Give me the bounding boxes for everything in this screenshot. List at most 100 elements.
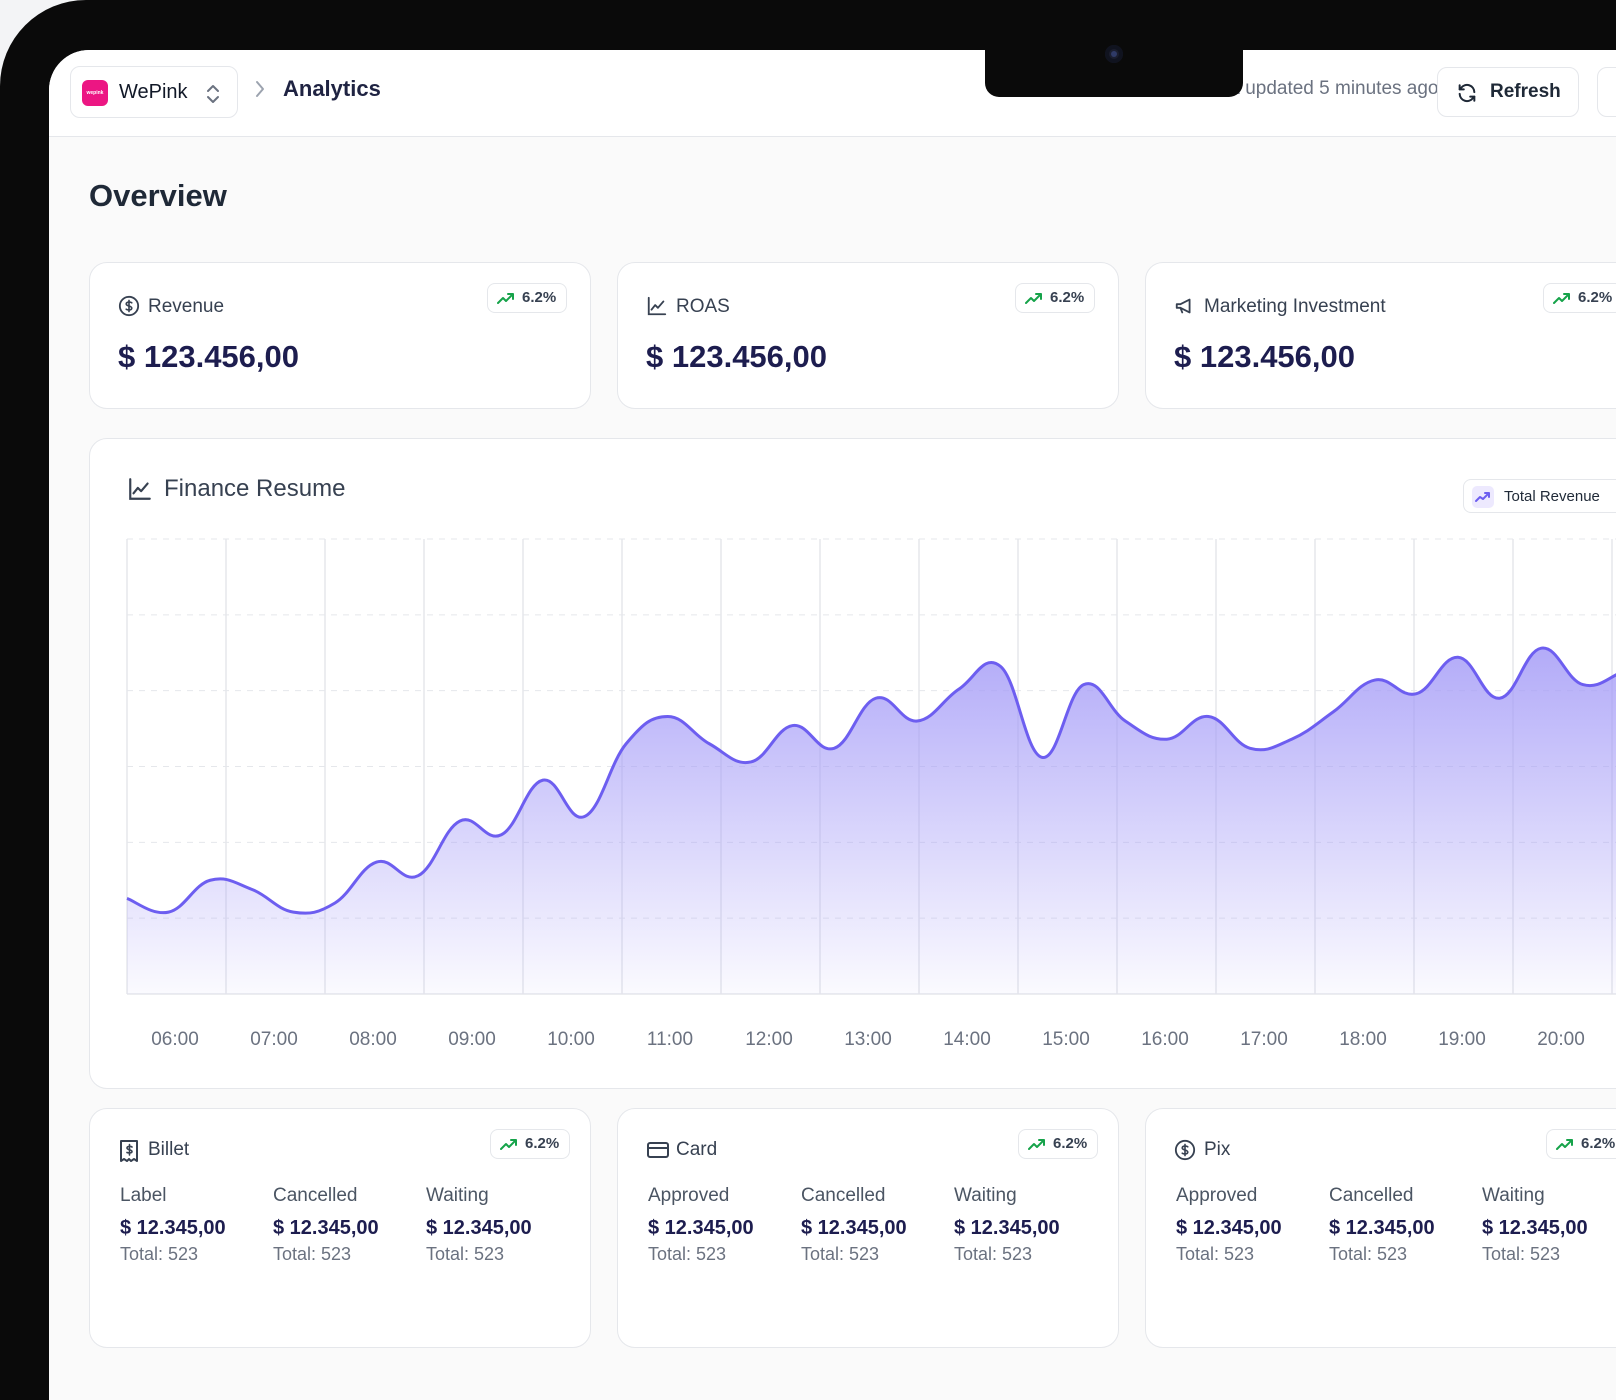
x-tick-label: 13:00: [844, 1029, 892, 1050]
stat-total: Total: 523: [273, 1244, 352, 1264]
trend-badge: 6.2%: [490, 1129, 571, 1159]
trend-up-icon: [1556, 1139, 1573, 1150]
trend-up-icon: [500, 1139, 517, 1150]
chart-title: Finance Resume: [164, 475, 346, 502]
trend-up-icon: [1028, 1139, 1045, 1150]
stat-total: Total: 523: [648, 1244, 727, 1264]
trend-badge-value: 6.2%: [1050, 289, 1085, 306]
x-tick-label: 08:00: [349, 1029, 397, 1050]
stat-amount: $ 12.345,00: [1329, 1217, 1435, 1239]
x-tick-label: 19:00: [1438, 1029, 1486, 1050]
page-title: Overview: [89, 178, 227, 213]
revenue-series-line: [126, 646, 1616, 915]
stat-label: Cancelled: [273, 1185, 358, 1206]
trend-up-icon: [1553, 293, 1570, 304]
x-tick-label: 17:00: [1240, 1029, 1288, 1050]
x-tick-label: 14:00: [943, 1029, 991, 1050]
x-tick-label: 07:00: [250, 1029, 298, 1050]
x-tick-label: 09:00: [448, 1029, 496, 1050]
stat-label: Waiting: [1482, 1185, 1545, 1206]
payment-stat: Cancelled $ 12.345,00 Total: 523: [1329, 1185, 1479, 1265]
stat-label: Approved: [648, 1185, 730, 1206]
kpi-card-roas: ROAS $ 123.456,00 6.2%: [617, 262, 1119, 409]
payment-stat: Approved $ 12.345,00 Total: 523: [1176, 1185, 1326, 1265]
stat-total: Total: 523: [954, 1244, 1033, 1264]
payment-stat: Approved $ 12.345,00 Total: 523: [648, 1185, 798, 1265]
trend-badge-value: 6.2%: [1581, 1135, 1616, 1152]
kpi-title: ROAS: [676, 296, 730, 317]
dollar-circle-icon: [118, 295, 140, 317]
x-tick-label: 06:00: [151, 1029, 199, 1050]
brand-selector[interactable]: wepink WePink: [70, 66, 238, 118]
payment-card-billet: Billet 6.2% Label $ 12.345,00 Total: 523…: [89, 1108, 591, 1348]
kpi-title: Revenue: [148, 296, 225, 317]
legend-label: Total Revenue: [1504, 488, 1600, 505]
payment-title: Pix: [1204, 1139, 1231, 1160]
payment-stat: Cancelled $ 12.345,00 Total: 523: [801, 1185, 951, 1265]
finance-area-chart: 06:00 07:00 08:00 09:00 10:00 11:00 12:00 13:00…: [126, 538, 1616, 1050]
kpi-value: $ 123.456,00: [118, 339, 300, 374]
stat-total: Total: 523: [1176, 1244, 1255, 1264]
top-bar: wepink WePink Analytics Last updated 5 m…: [49, 50, 1616, 137]
x-tick-label: 20:00: [1537, 1029, 1585, 1050]
trend-badge: 6.2%: [487, 283, 568, 313]
x-tick-label: 16:00: [1141, 1029, 1189, 1050]
stat-label: Label: [120, 1185, 167, 1206]
stat-total: Total: 523: [1482, 1244, 1561, 1264]
finance-resume-card: Finance Resume Total Revenue 06:00 07:00 0…: [89, 438, 1616, 1089]
refresh-icon: [1458, 83, 1476, 103]
last-updated-text: Last updated 5 minutes ago: [1204, 78, 1439, 99]
payment-stat: Waiting $ 12.345,00 Total: 523: [1482, 1185, 1616, 1265]
trend-badge-value: 6.2%: [1053, 1135, 1088, 1152]
chevron-up-down-icon: [207, 85, 219, 103]
stat-amount: $ 12.345,00: [648, 1217, 754, 1239]
megaphone-icon: [1175, 298, 1191, 314]
stat-label: Cancelled: [801, 1185, 886, 1206]
trend-up-icon: [497, 293, 514, 304]
x-tick-label: 12:00: [745, 1029, 793, 1050]
trend-badge-value: 6.2%: [525, 1135, 560, 1152]
payment-card-pix: Pix 6.2% Approved $ 12.345,00 Total: 523…: [1145, 1108, 1616, 1348]
x-tick-label: 15:00: [1042, 1029, 1090, 1050]
chevron-right-icon: [256, 81, 264, 97]
payment-title: Billet: [148, 1139, 190, 1160]
brand-logo: wepink: [82, 80, 108, 106]
x-tick-label: 18:00: [1339, 1029, 1387, 1050]
revenue-area-fill: [127, 648, 1616, 994]
stat-amount: $ 12.345,00: [273, 1217, 379, 1239]
stat-total: Total: 523: [426, 1244, 505, 1264]
payment-stat: Cancelled $ 12.345,00 Total: 523: [273, 1185, 423, 1265]
legend-total-revenue[interactable]: Total Revenue: [1463, 479, 1616, 513]
line-chart-icon: [647, 296, 667, 316]
payment-stat: Waiting $ 12.345,00 Total: 523: [954, 1185, 1104, 1265]
header-action-button[interactable]: [1597, 67, 1616, 117]
stat-amount: $ 12.345,00: [120, 1217, 226, 1239]
receipt-dollar-icon: [120, 1140, 138, 1162]
refresh-label: Refresh: [1490, 81, 1561, 102]
stat-label: Cancelled: [1329, 1185, 1414, 1206]
breadcrumb-current: Analytics: [283, 76, 381, 101]
x-tick-label: 11:00: [647, 1029, 693, 1050]
trend-up-icon: [1472, 486, 1494, 508]
payment-title: Card: [676, 1139, 718, 1160]
stat-amount: $ 12.345,00: [1482, 1217, 1588, 1239]
payment-card-card: Card 6.2% Approved $ 12.345,00 Total: 52…: [617, 1108, 1119, 1348]
kpi-value: $ 123.456,00: [1174, 339, 1356, 374]
trend-badge: 6.2%: [1546, 1129, 1616, 1159]
trend-badge-value: 6.2%: [1578, 289, 1613, 306]
trend-up-icon: [1025, 293, 1042, 304]
trend-badge-value: 6.2%: [522, 289, 557, 306]
kpi-title: Marketing Investment: [1204, 296, 1386, 317]
stat-amount: $ 12.345,00: [1176, 1217, 1282, 1239]
payment-stat: Waiting $ 12.345,00 Total: 523: [426, 1185, 576, 1265]
app-screen: wepink WePink Analytics Last updated 5 m…: [49, 50, 1616, 1400]
brand-name: WePink: [119, 81, 188, 103]
refresh-button[interactable]: Refresh: [1437, 67, 1579, 117]
stat-total: Total: 523: [1329, 1244, 1408, 1264]
stat-total: Total: 523: [120, 1244, 199, 1264]
kpi-value: $ 123.456,00: [646, 339, 828, 374]
payment-stat: Label $ 12.345,00 Total: 523: [120, 1185, 270, 1265]
stat-total: Total: 523: [801, 1244, 880, 1264]
credit-card-icon: [647, 1142, 669, 1158]
stat-label: Waiting: [954, 1185, 1017, 1206]
